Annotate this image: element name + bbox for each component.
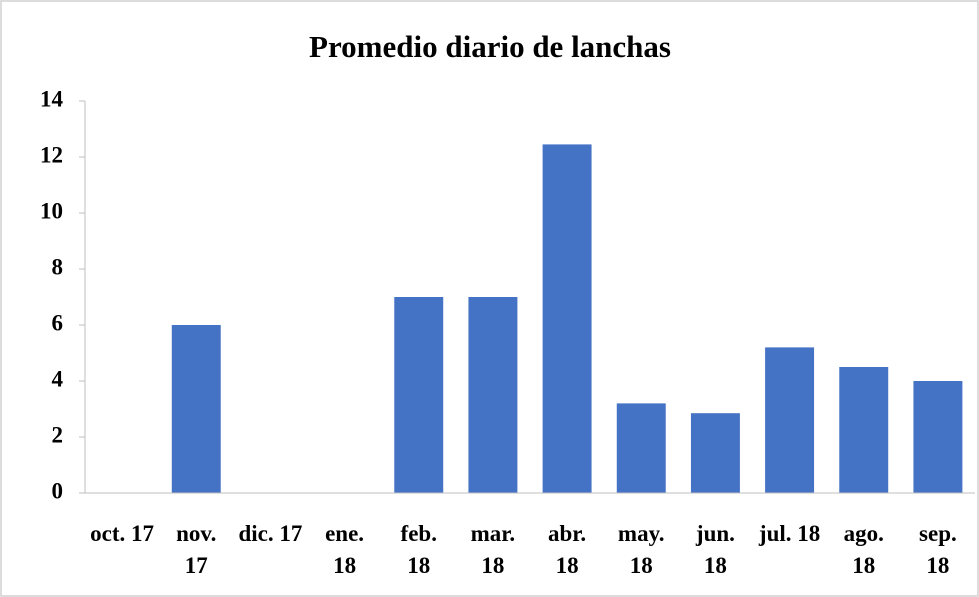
x-tick-label: ago. 18 — [843, 521, 884, 578]
y-tick-label: 10 — [40, 198, 63, 223]
x-tick-label: sep. 18 — [919, 521, 957, 578]
x-tick-label: oct. 17 — [90, 521, 155, 546]
bar — [468, 297, 518, 493]
bar — [394, 297, 444, 493]
x-tick-label: ene. 18 — [325, 521, 365, 578]
x-tick-label: dic. 17 — [238, 521, 303, 546]
x-tick-label: abr. 18 — [548, 521, 587, 578]
bar — [542, 144, 592, 493]
x-tick-label: jul. 18 — [758, 521, 821, 546]
bar — [765, 347, 815, 493]
x-tick-label: nov. 17 — [176, 521, 217, 578]
x-tick-label: jun. 18 — [695, 521, 735, 578]
y-tick-label: 4 — [52, 366, 64, 391]
chart-title: Promedio diario de lanchas — [309, 29, 671, 64]
y-tick-label: 14 — [40, 86, 64, 111]
y-tick-label: 0 — [52, 478, 64, 503]
bar — [690, 413, 740, 493]
bar — [616, 403, 666, 493]
y-tick-label: 12 — [40, 142, 63, 167]
bar — [171, 325, 221, 493]
x-tick-label: mar. 18 — [470, 521, 516, 578]
bar — [839, 367, 889, 493]
x-tick-label: feb. 18 — [400, 521, 437, 578]
x-tick-label: may. 18 — [617, 521, 665, 578]
bar — [913, 381, 963, 493]
y-tick-label: 2 — [52, 422, 64, 447]
y-tick-label: 8 — [52, 254, 64, 279]
y-tick-label: 6 — [52, 310, 64, 335]
